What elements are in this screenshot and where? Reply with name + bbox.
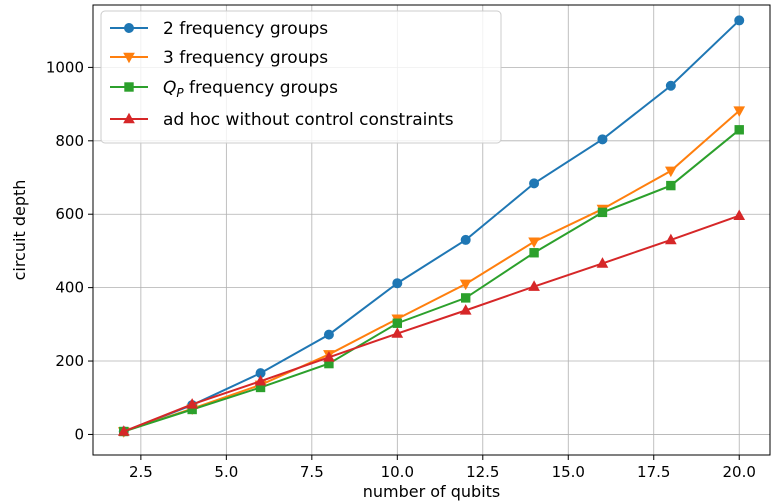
legend-swatch-marker [124, 82, 134, 92]
legend-swatches [110, 23, 148, 124]
data-point [392, 278, 403, 289]
series-3 [117, 209, 746, 436]
data-point [597, 207, 608, 218]
data-point [733, 106, 746, 117]
x-tick-label: 10.0 [381, 463, 414, 481]
axis-ticks: 2.5 5.0 7.5 10.0 12.5 15.0 17.5 20.0 0 200 400 600 8… [46, 58, 756, 481]
data-point [529, 248, 539, 258]
y-tick-label: 200 [55, 352, 84, 370]
data-point [528, 280, 540, 291]
y-axis-label: circuit depth [10, 180, 29, 281]
data-point [666, 180, 676, 191]
y-tick-label: 1000 [46, 58, 84, 76]
data-point [323, 329, 334, 340]
data-point [392, 318, 403, 328]
legend-swatch-marker [124, 23, 134, 33]
series-line [123, 109, 740, 433]
legend-swatch-marker [123, 112, 135, 124]
x-tick-label: 7.5 [300, 463, 324, 481]
legend-entry-3-frequency-groups: 3 frequency groups [163, 48, 328, 68]
data-point [186, 398, 199, 409]
data-point [734, 125, 744, 135]
y-tick-label: 800 [55, 132, 84, 150]
series-line [123, 129, 740, 433]
y-tick-label: 400 [55, 279, 84, 297]
data-point [597, 134, 608, 145]
x-axis-label: number of qubits [363, 482, 501, 501]
legend-p-subscript: P [176, 86, 184, 100]
data-point [460, 293, 471, 303]
data-point [117, 425, 130, 436]
y-tick-label: 600 [55, 205, 84, 223]
data-point [391, 327, 404, 338]
x-tick-label: 15.0 [552, 463, 585, 481]
data-point [596, 257, 609, 268]
data-point [459, 279, 472, 291]
data-point [460, 234, 471, 245]
data-point [665, 80, 676, 91]
x-tick-label: 5.0 [214, 463, 238, 481]
data-point [254, 374, 267, 386]
x-tick-label: 12.5 [466, 463, 499, 481]
plot-area-frame [92, 4, 771, 456]
series-layer [117, 15, 746, 438]
legend-q-letter: Q [163, 78, 176, 98]
legend: 2 frequency groups 3 frequency groups QP… [100, 10, 502, 144]
legend-entry-ad-hoc: ad hoc without control constraints [163, 110, 454, 130]
x-tick-label: 2.5 [129, 463, 153, 481]
data-point [734, 15, 745, 26]
legend-swatch-marker [123, 52, 135, 64]
series-2 [119, 125, 744, 437]
legend-entry-qp-frequency-groups: QP frequency groups [163, 78, 338, 100]
legend-entry-2-frequency-groups: 2 frequency groups [163, 19, 328, 39]
y-tick-label: 0 [74, 425, 84, 443]
x-tick-label: 17.5 [637, 463, 670, 481]
series-1 [117, 106, 746, 438]
series-line [123, 214, 740, 433]
legend-box [100, 10, 502, 144]
data-point [323, 351, 335, 362]
data-point [528, 237, 540, 248]
data-point [529, 178, 540, 189]
data-point [664, 233, 677, 245]
x-tick-label: 20.0 [723, 463, 756, 481]
legend-qp-suffix: frequency groups [184, 78, 338, 98]
data-point [664, 166, 677, 178]
data-point [459, 304, 472, 315]
data-point [733, 209, 746, 220]
series-line [123, 19, 740, 433]
